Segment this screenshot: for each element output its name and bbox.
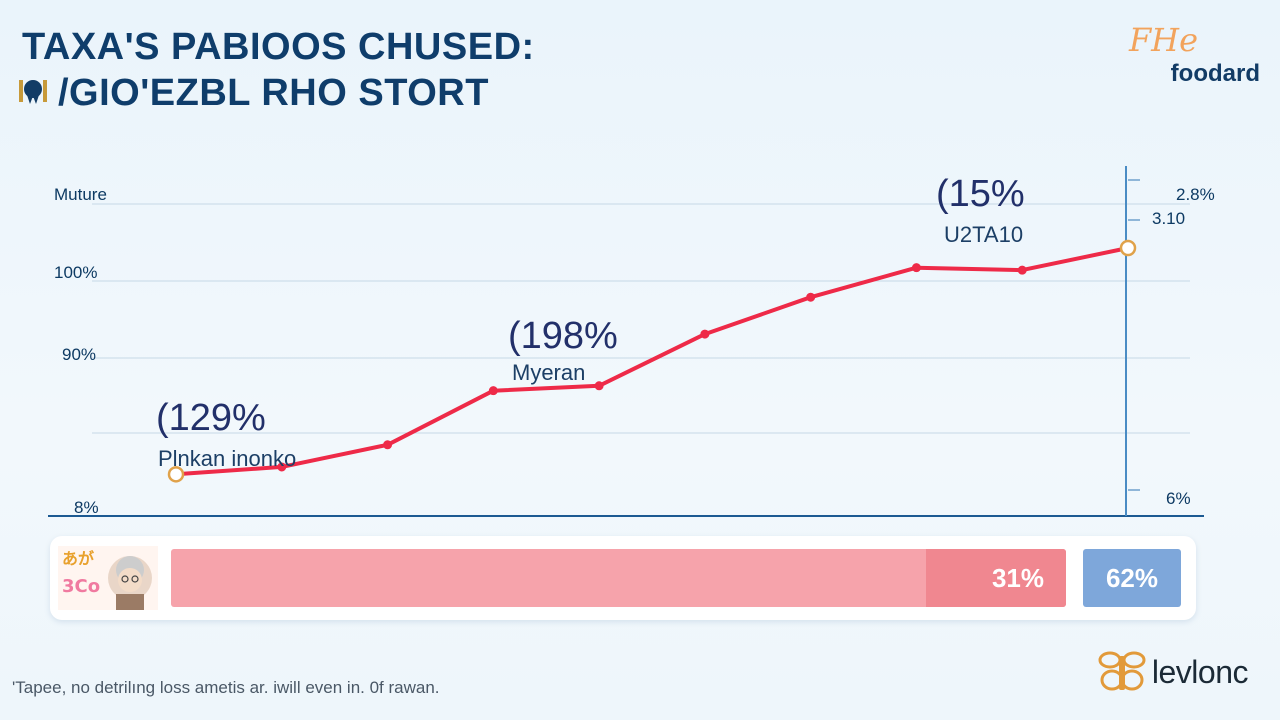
svg-text:あが: あが bbox=[62, 549, 94, 568]
bee-logo-icon bbox=[1098, 651, 1146, 691]
line-chart: Muture 100% 90% 8% 2.8% 3.10 6% (129% Plnkan i… bbox=[48, 166, 1215, 517]
data-point bbox=[488, 386, 498, 396]
footnote: 'Tapee, no detrilıng loss ametis ar. iwi… bbox=[12, 678, 440, 697]
y-axis-labels: Muture 100% 90% 8% bbox=[54, 185, 107, 517]
chart-gridlines bbox=[92, 203, 1190, 434]
right-tick-label: 3.10 bbox=[1152, 209, 1185, 228]
summary-panel: あが 3Co 31% 62% bbox=[50, 536, 1196, 620]
annotation-label: Myeran bbox=[512, 360, 585, 385]
progress-bar-main-accent bbox=[926, 549, 1066, 607]
svg-text:3Co: 3Co bbox=[62, 576, 100, 597]
brand-top[interactable]: FHe foodard bbox=[1129, 24, 1260, 88]
data-point bbox=[806, 292, 816, 302]
chart-annotations: (129% Plnkan inonko (198% Myeran (15% U2TA10 bbox=[156, 173, 1025, 471]
data-point bbox=[594, 381, 604, 391]
progress-bar-main-value: 31% bbox=[991, 563, 1044, 593]
data-point bbox=[167, 466, 185, 483]
progress-bar-side-value: 62% bbox=[1105, 563, 1159, 593]
data-point bbox=[700, 329, 710, 339]
avatar: あが 3Co bbox=[58, 546, 158, 610]
data-point bbox=[383, 440, 393, 450]
chart-axes bbox=[48, 166, 1204, 517]
annotation-value: (129% bbox=[156, 397, 266, 439]
series-line bbox=[174, 246, 1130, 477]
brand-bottom[interactable]: levlonc bbox=[1098, 650, 1249, 694]
right-tick-label: 2.8% bbox=[1176, 185, 1215, 204]
y-tick-label: 8% bbox=[74, 498, 99, 517]
brand-script-logo: FHe bbox=[1128, 21, 1198, 59]
data-point bbox=[277, 462, 287, 472]
right-tick-label: 6% bbox=[1166, 489, 1191, 508]
right-axis-labels: 2.8% 3.10 6% bbox=[1152, 185, 1215, 508]
progress-bar-main: 31% bbox=[171, 549, 1066, 607]
progress-bar-side: 62% bbox=[1083, 549, 1181, 607]
annotation-value: (198% bbox=[508, 315, 618, 357]
brand-bottom-name: levlonc bbox=[1151, 653, 1249, 690]
y-tick-label: 100% bbox=[54, 263, 97, 282]
page-title-line-2: /GIO'EZBL RHO STORT bbox=[58, 72, 489, 114]
annotation-label: U2TA10 bbox=[944, 222, 1023, 247]
data-points bbox=[167, 239, 1137, 483]
data-point bbox=[1119, 239, 1137, 257]
mascot-icon bbox=[19, 80, 47, 104]
y-tick-label: Muture bbox=[54, 185, 107, 204]
annotation-label: Plnkan inonko bbox=[158, 446, 296, 471]
data-point bbox=[911, 263, 921, 273]
page-title-line-1: TAXA'S PABIOOS CHUSED: bbox=[22, 26, 535, 68]
brand-name: foodard bbox=[1170, 60, 1260, 87]
annotation-value: (15% bbox=[936, 173, 1025, 215]
y-tick-label: 90% bbox=[62, 345, 96, 364]
data-point bbox=[1017, 265, 1027, 275]
